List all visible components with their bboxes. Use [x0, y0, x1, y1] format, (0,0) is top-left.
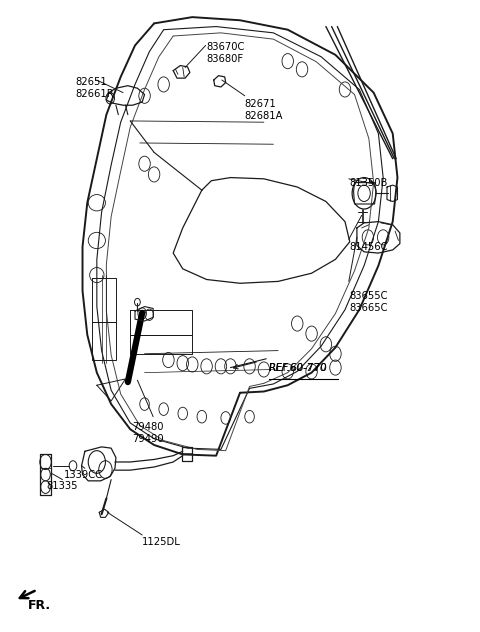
Text: 81350B: 81350B — [350, 178, 388, 188]
Text: 82671
82681A: 82671 82681A — [245, 99, 283, 121]
Text: 1339CC: 1339CC — [63, 470, 102, 480]
Text: REF.60-770: REF.60-770 — [269, 363, 327, 373]
Text: 1125DL: 1125DL — [142, 537, 181, 547]
Text: 83655C
83665C: 83655C 83665C — [350, 291, 388, 313]
Text: 81456C: 81456C — [350, 242, 388, 252]
Text: FR.: FR. — [28, 599, 51, 612]
Text: 81335: 81335 — [47, 482, 78, 492]
Text: 83670C
83680F: 83670C 83680F — [206, 42, 245, 64]
Text: REF.60-770: REF.60-770 — [269, 363, 326, 373]
Text: 79480
79490: 79480 79490 — [132, 422, 164, 444]
Text: 82651
82661R: 82651 82661R — [75, 77, 114, 99]
